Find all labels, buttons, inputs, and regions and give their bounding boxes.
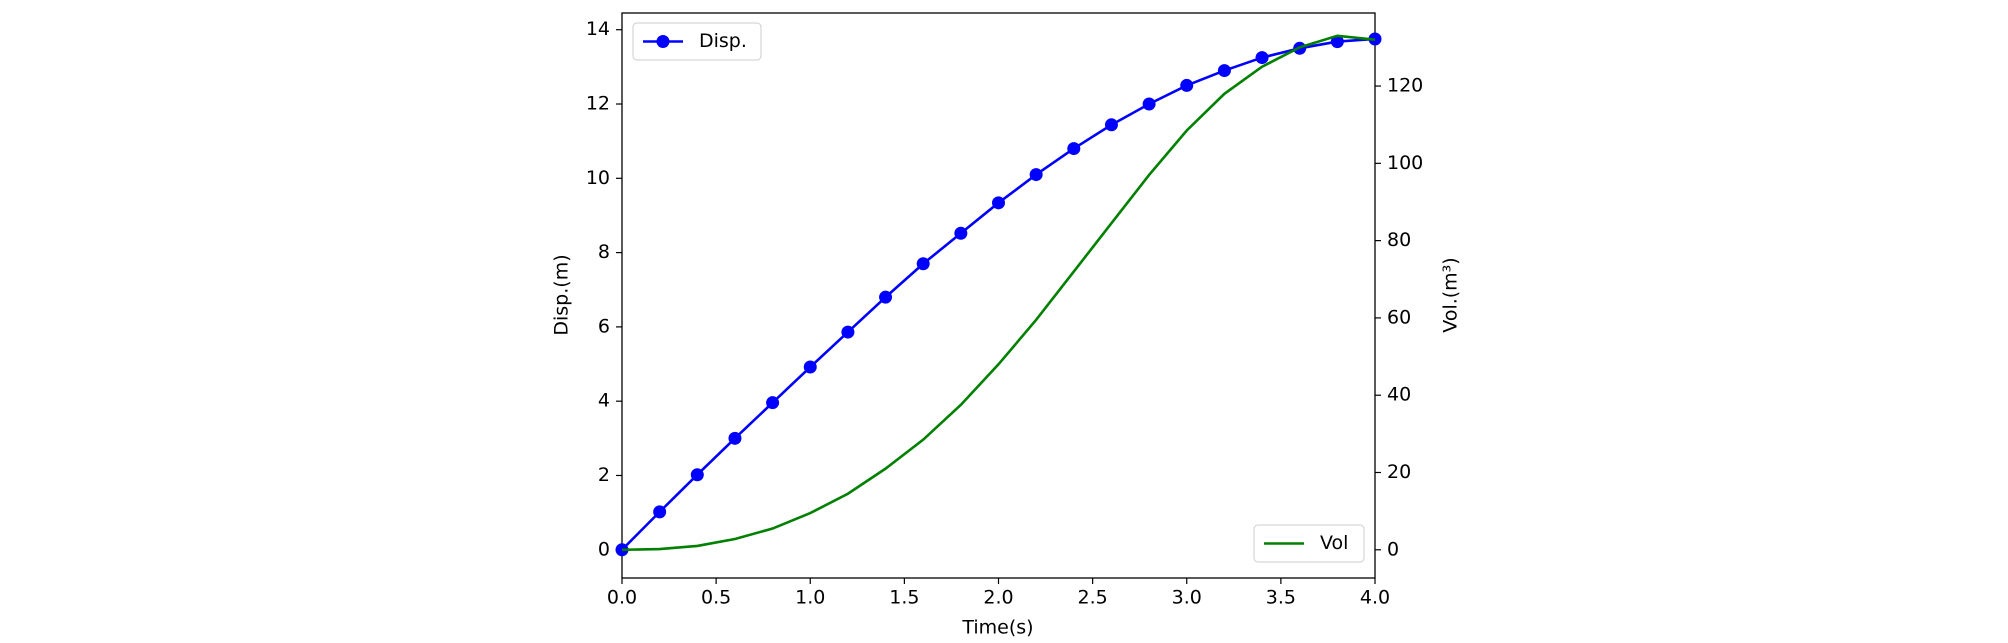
y2-tick-label: 40 [1387,384,1411,406]
y-axis-label: Disp.(m) [551,254,573,335]
y2-tick-label: 0 [1387,538,1399,560]
data-point [1180,78,1194,92]
legend-label: Disp. [699,30,747,52]
y-tick-label: 6 [598,315,610,337]
y2-tick-label: 80 [1387,229,1411,251]
x-tick-label: 4.0 [1360,587,1390,609]
y2-axis-label: Vol.(m³) [1440,257,1462,332]
data-point [766,396,780,410]
series-line [621,37,1376,551]
x-tick-label: 0.0 [607,587,637,609]
x-tick-label: 1.0 [795,587,825,609]
y-tick-label: 0 [598,538,610,560]
data-point [879,290,893,304]
y-tick-label: 4 [598,390,610,412]
data-point [803,360,817,374]
data-point [1255,51,1269,65]
y2-tick-label: 120 [1387,75,1423,97]
data-point [954,226,968,240]
y2-tick-label: 100 [1387,152,1423,174]
x-tick-label: 3.5 [1266,587,1296,609]
data-point [1067,142,1081,156]
legend-marker [656,35,670,48]
plot-frame [621,12,1376,579]
y-tick-label: 14 [586,18,610,40]
data-point [728,431,742,445]
y-tick-label: 12 [586,93,610,115]
legend-label: Vol [1320,532,1348,554]
data-point [841,325,855,339]
data-point [916,257,930,271]
x-tick-label: 2.0 [983,587,1013,609]
legend-box [632,22,762,61]
x-tick-label: 0.5 [701,587,731,609]
data-point [1330,35,1344,49]
data-point [1029,168,1043,182]
legend-box [1253,524,1365,563]
y-tick-label: 2 [598,464,610,486]
y2-tick-label: 20 [1387,461,1411,483]
data-point [992,196,1005,210]
series-line [621,34,1376,552]
y-tick-label: 8 [598,241,610,263]
x-tick-label: 1.5 [889,587,919,609]
data-point [1142,97,1156,111]
x-tick-label: 3.0 [1172,587,1202,609]
data-point [1104,118,1118,132]
data-point [1217,64,1231,78]
data-point [653,505,667,519]
x-tick-label: 2.5 [1078,587,1108,609]
data-point [690,468,704,482]
y2-tick-label: 60 [1387,306,1411,328]
x-axis-label: Time(s) [961,617,1033,639]
y-tick-label: 10 [586,167,610,189]
